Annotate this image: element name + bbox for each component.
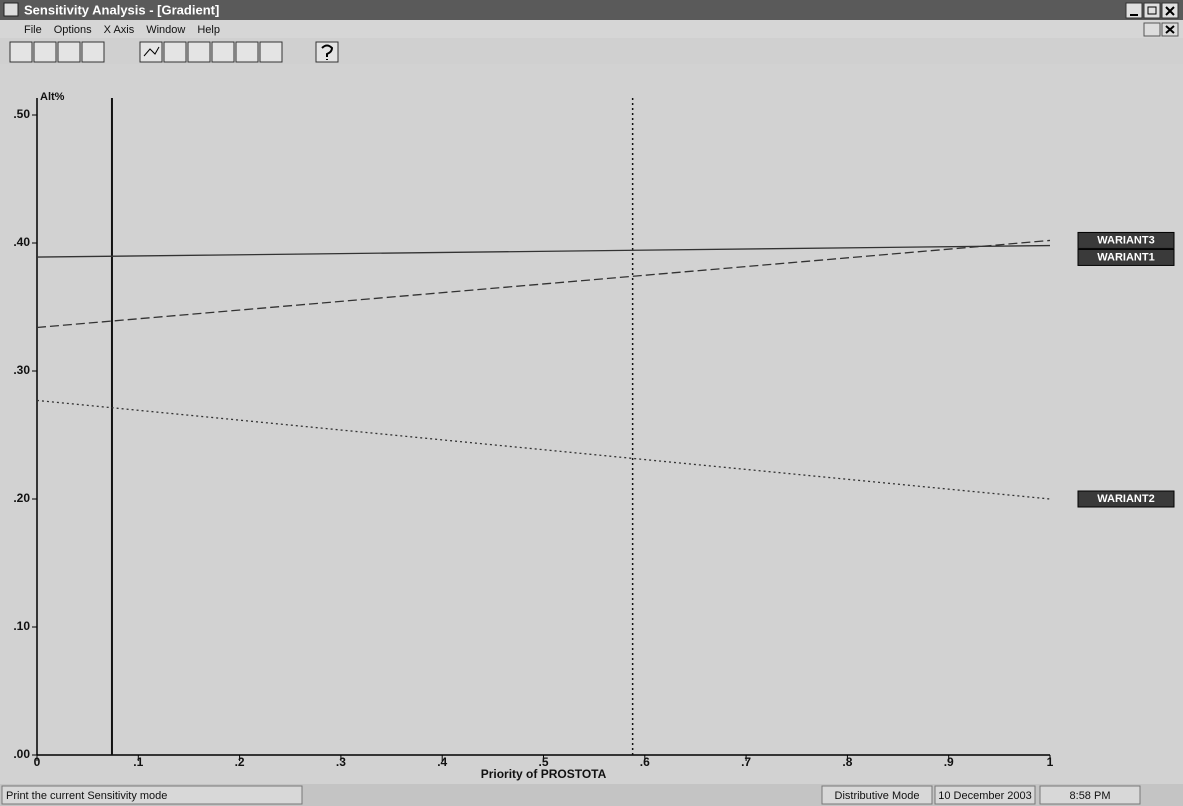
status-text: Print the current Sensitivity mode [6,790,167,802]
window-title: Sensitivity Analysis - [Gradient] [24,2,219,17]
y-tick-label: .50 [13,107,30,121]
save-button[interactable] [34,42,56,62]
legend-label: WARIANT3 [1097,234,1154,246]
x-tick-label: 1 [1047,755,1054,769]
window-button[interactable] [260,42,282,62]
x-tick-label: .8 [842,755,852,769]
page: Sensitivity Analysis - [Gradient] File Op… [0,0,1183,806]
dynamic-button[interactable] [164,42,186,62]
x-tick-label: .1 [133,755,143,769]
maximize-button[interactable] [1144,3,1160,18]
x-axis-label: Priority of PROSTOTA [481,767,607,781]
gradient-button[interactable] [188,42,210,62]
y-tick-label: .40 [13,235,30,249]
x-tick-label: .7 [741,755,751,769]
status-text: 8:58 PM [1070,790,1111,802]
legend-label: WARIANT2 [1097,493,1154,505]
menu-item[interactable]: Help [197,24,220,36]
app-icon [4,3,18,16]
menu-item[interactable]: File [24,24,42,36]
y-tick-label: .20 [13,491,30,505]
open-button[interactable] [10,42,32,62]
x-tick-label: .5 [538,755,548,769]
y-tick-label: .30 [13,363,30,377]
chart-area [0,64,1183,784]
head-to-head-button[interactable] [212,42,234,62]
x-tick-label: .9 [944,755,954,769]
window-controls[interactable] [1126,3,1178,18]
window: Sensitivity Analysis - [Gradient] File Op… [0,0,1183,806]
menu-item[interactable]: Window [146,24,185,36]
x-tick-label: .4 [437,755,447,769]
two-d-button[interactable] [236,42,258,62]
x-tick-label: .2 [235,755,245,769]
menu-item[interactable]: Options [54,24,92,36]
x-tick-label: .3 [336,755,346,769]
y-tick-label: .00 [13,747,30,761]
menu-item[interactable]: X Axis [104,24,135,36]
refresh-button[interactable] [58,42,80,62]
status-text: 10 December 2003 [938,790,1032,802]
x-tick-label: 0 [34,755,41,769]
performance-button[interactable] [140,42,162,62]
legend-label: WARIANT1 [1097,251,1154,263]
y-tick-label: .10 [13,619,30,633]
x-tick-label: .6 [640,755,650,769]
print-button[interactable] [82,42,104,62]
child-restore-button[interactable] [1144,23,1160,36]
y-axis-label: Alt% [40,91,65,103]
status-text: Distributive Mode [835,790,920,802]
